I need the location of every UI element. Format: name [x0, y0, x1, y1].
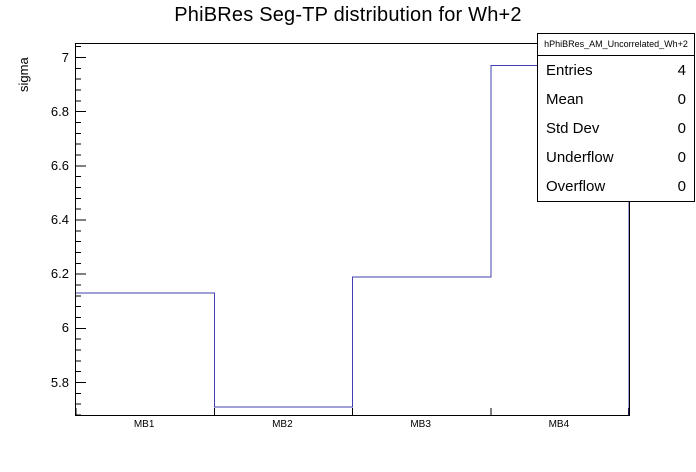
stats-value: 0	[677, 120, 686, 137]
stats-label: Overflow	[546, 178, 606, 195]
stats-row: Overflow 0	[538, 172, 694, 201]
stats-value: 0	[677, 91, 686, 108]
x-tick-label: MB3	[410, 419, 431, 430]
y-tick-label: 6.6	[50, 157, 69, 173]
stats-value: 0	[677, 149, 686, 166]
stats-value: 4	[677, 62, 686, 79]
y-tick-label: 6.8	[50, 103, 69, 119]
stats-label: Entries	[546, 62, 593, 79]
stats-header: hPhiBRes_AM_Uncorrelated_Wh+2	[538, 34, 694, 56]
stats-box: hPhiBRes_AM_Uncorrelated_Wh+2 Entries 4 …	[537, 33, 695, 202]
stats-rows: Entries 4 Mean 0 Std Dev 0 Underflow 0 O…	[538, 56, 694, 201]
stats-row: Entries 4	[538, 56, 694, 85]
y-tick-label: 6.2	[50, 266, 69, 282]
y-tick-label: 6	[61, 320, 69, 336]
stats-row: Std Dev 0	[538, 114, 694, 143]
x-tick-label: MB1	[133, 419, 155, 430]
stats-label: Mean	[546, 91, 584, 108]
chart-title: PhiBRes Seg-TP distribution for Wh+2	[174, 4, 522, 26]
stats-value: 0	[677, 178, 686, 195]
y-tick-label: 7	[61, 49, 69, 65]
y-tick-label: 5.8	[50, 374, 69, 390]
x-tick-label: MB2	[272, 419, 293, 430]
stats-label: Std Dev	[546, 120, 600, 137]
stats-label: Underflow	[546, 149, 614, 166]
stats-row: Mean 0	[538, 85, 694, 114]
y-tick-label: 6.4	[50, 212, 69, 228]
x-tick-label: MB4	[548, 419, 570, 430]
stats-row: Underflow 0	[538, 143, 694, 172]
